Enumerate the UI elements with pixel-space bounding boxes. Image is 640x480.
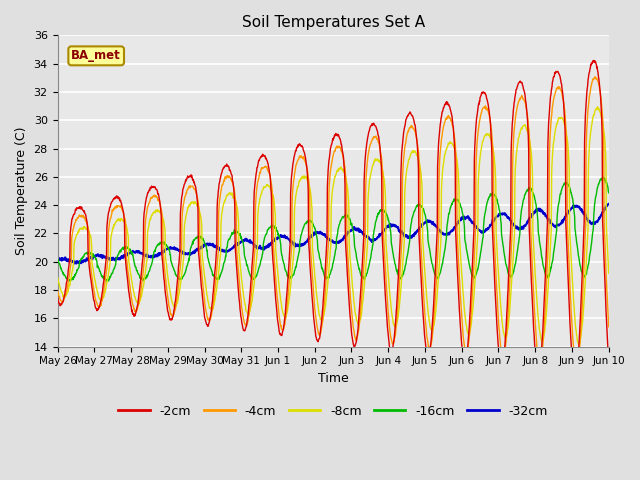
Text: BA_met: BA_met xyxy=(71,49,121,62)
Y-axis label: Soil Temperature (C): Soil Temperature (C) xyxy=(15,127,28,255)
Legend: -2cm, -4cm, -8cm, -16cm, -32cm: -2cm, -4cm, -8cm, -16cm, -32cm xyxy=(113,400,553,423)
X-axis label: Time: Time xyxy=(317,372,349,385)
Title: Soil Temperatures Set A: Soil Temperatures Set A xyxy=(241,15,425,30)
